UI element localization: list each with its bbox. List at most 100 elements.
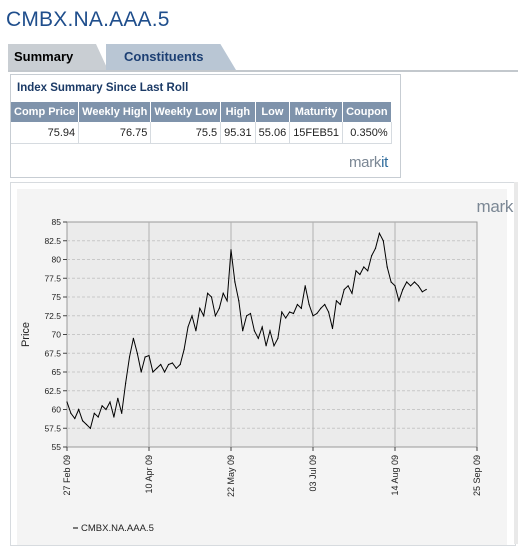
cell-maturity: 15FEB51 xyxy=(289,122,344,144)
table-row: 75.94 76.75 75.5 95.31 55.06 15FEB51 0.3… xyxy=(11,122,392,144)
y-tick-label: 75 xyxy=(52,292,62,302)
y-tick-label: 55 xyxy=(52,442,62,452)
data-point xyxy=(89,427,91,429)
col-low: Low xyxy=(255,102,291,122)
data-point xyxy=(210,296,213,298)
y-tick-label: 85 xyxy=(52,217,62,227)
data-point xyxy=(292,312,295,315)
data-point xyxy=(238,300,240,302)
data-point xyxy=(167,363,170,366)
data-point xyxy=(355,270,357,272)
tab-summary[interactable]: Summary xyxy=(8,44,108,70)
summary-heading: Index Summary Since Last Roll xyxy=(17,82,189,94)
data-point xyxy=(371,255,373,257)
markit-logo: markit xyxy=(349,154,388,171)
data-point xyxy=(281,311,283,313)
data-point xyxy=(97,416,99,418)
data-point xyxy=(351,292,353,294)
data-point xyxy=(117,397,119,399)
cell-high: 95.31 xyxy=(220,122,256,144)
data-point xyxy=(222,292,224,294)
data-point xyxy=(171,362,173,364)
tab-divider xyxy=(8,70,518,72)
tab-constituents[interactable]: Constituents xyxy=(106,44,236,70)
data-point xyxy=(214,315,216,317)
data-point xyxy=(164,371,166,373)
data-point xyxy=(257,337,259,339)
data-point xyxy=(300,307,302,309)
data-point xyxy=(179,363,181,366)
summary-table: Comp Price Weekly High Weekly Low High L… xyxy=(11,102,392,144)
y-tick-label: 67.5 xyxy=(44,348,61,358)
data-point xyxy=(70,412,72,414)
page-scrollbar[interactable] xyxy=(514,182,518,544)
data-point xyxy=(125,382,127,384)
data-point xyxy=(199,307,201,309)
data-point xyxy=(203,315,205,317)
col-high: High xyxy=(220,102,256,122)
markit-logo-main: mark xyxy=(348,154,382,171)
cell-low: 55.06 xyxy=(255,122,291,144)
data-point xyxy=(156,367,158,369)
data-point xyxy=(78,408,80,411)
data-point xyxy=(425,288,427,291)
data-point xyxy=(273,345,275,347)
data-point xyxy=(386,266,388,268)
data-point xyxy=(113,416,115,418)
col-coupon: Coupon xyxy=(342,102,392,122)
data-point xyxy=(230,249,232,251)
markit-logo-accent: it xyxy=(381,154,388,171)
data-point xyxy=(207,292,209,294)
data-point xyxy=(320,307,322,309)
data-point xyxy=(339,303,341,306)
data-point xyxy=(160,363,162,366)
data-point xyxy=(66,401,68,403)
data-point xyxy=(183,348,185,351)
data-point xyxy=(265,345,267,347)
y-tick-label: 57.5 xyxy=(44,423,61,433)
data-point xyxy=(191,315,193,317)
data-point xyxy=(421,291,423,293)
index-summary-panel: Index Summary Since Last Roll Comp Price… xyxy=(10,74,401,178)
data-point xyxy=(121,412,123,414)
summary-header-row: Comp Price Weekly High Weekly Low High L… xyxy=(11,102,392,122)
data-point xyxy=(410,285,412,287)
data-point xyxy=(398,300,400,302)
x-tick-label: 22 May 09 xyxy=(226,455,236,497)
data-point xyxy=(406,281,408,283)
x-tick-label: 25 Sep 09 xyxy=(472,455,482,496)
data-point xyxy=(136,352,138,354)
data-point xyxy=(312,315,314,317)
x-tick-label: 27 Feb 09 xyxy=(62,455,72,496)
data-point xyxy=(249,312,252,315)
y-tick-label: 72.5 xyxy=(44,311,61,321)
data-point xyxy=(226,300,228,302)
data-point xyxy=(285,317,287,319)
data-point xyxy=(242,330,244,332)
data-point xyxy=(335,300,337,302)
y-tick-label: 65 xyxy=(52,367,62,377)
data-point xyxy=(343,288,345,291)
data-point xyxy=(382,240,384,242)
data-point xyxy=(289,311,291,313)
data-point xyxy=(152,371,154,373)
cell-weekly-high: 76.75 xyxy=(78,122,152,144)
data-point xyxy=(128,356,131,358)
data-point xyxy=(85,423,88,426)
data-point xyxy=(195,330,197,332)
data-point xyxy=(132,337,134,339)
x-tick-label: 03 Jul 09 xyxy=(308,455,318,492)
col-comp-price: Comp Price xyxy=(11,102,80,122)
data-point xyxy=(269,330,271,332)
data-point xyxy=(101,405,103,407)
chart-logo-main: mark xyxy=(476,197,514,216)
x-tick-label: 14 Aug 09 xyxy=(390,455,400,496)
cell-weekly-low: 75.5 xyxy=(150,122,222,144)
tab-bar: Summary Constituents xyxy=(8,44,518,72)
cell-comp-price: 75.94 xyxy=(11,122,80,144)
data-point xyxy=(93,412,95,414)
data-point xyxy=(347,285,349,287)
y-tick-label: 82.5 xyxy=(44,236,61,246)
data-point xyxy=(304,285,306,287)
cell-coupon: 0.350% xyxy=(342,122,392,144)
